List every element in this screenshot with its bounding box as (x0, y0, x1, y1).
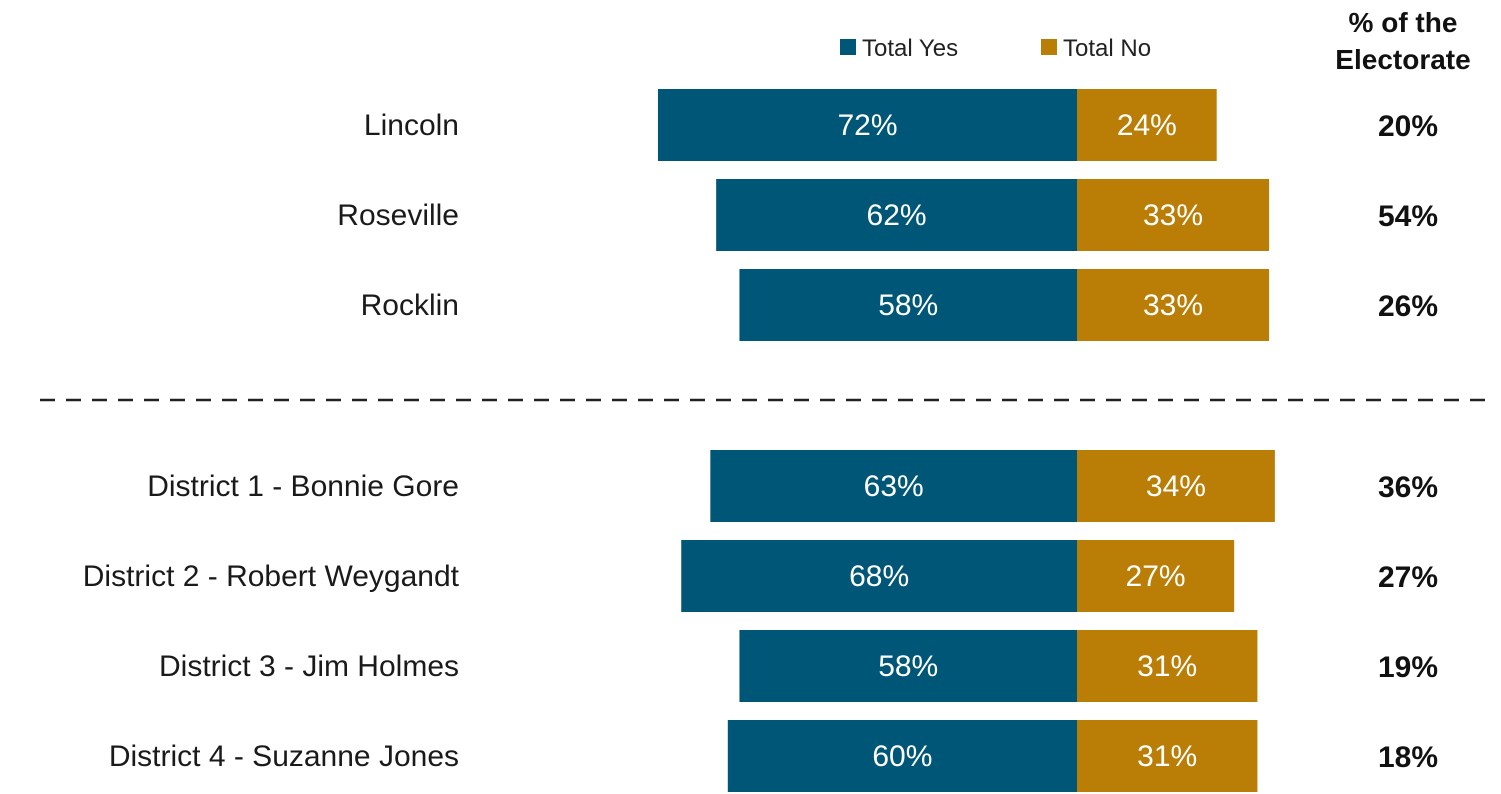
electorate-value: 19% (1378, 651, 1438, 684)
bar-total-no (1077, 540, 1235, 612)
legend-swatch-total-yes (840, 39, 856, 55)
category-label: Roseville (337, 199, 459, 232)
row-roseville: Roseville 62% 33% 54% (337, 179, 1438, 251)
row-district-3-jim-holmes: District 3 - Jim Holmes 58% 31% 19% (159, 630, 1438, 702)
row-rocklin: Rocklin 58% 33% 26% (361, 269, 1438, 341)
data-label-total-yes: 63% (864, 470, 924, 503)
legend-label-total-yes: Total Yes (862, 35, 958, 62)
category-label: Rocklin (361, 289, 459, 322)
data-label-total-yes: 72% (837, 109, 897, 142)
category-label: District 4 - Suzanne Jones (109, 740, 459, 773)
data-label-total-no: 24% (1117, 109, 1177, 142)
category-label: District 2 - Robert Weygandt (83, 560, 460, 593)
electorate-value: 26% (1378, 290, 1438, 323)
bar-total-yes (727, 720, 1077, 792)
data-label-total-no: 34% (1146, 470, 1206, 503)
bar-total-no (1077, 720, 1258, 792)
data-label-total-yes: 60% (872, 740, 932, 773)
electorate-value: 54% (1378, 200, 1438, 233)
bar-total-yes (657, 89, 1077, 161)
data-label-total-no: 27% (1126, 560, 1186, 593)
data-label-total-yes: 62% (867, 199, 927, 232)
legend-label-total-no: Total No (1063, 35, 1151, 62)
legend: Total Yes Total No (840, 35, 1151, 62)
data-label-total-no: 33% (1143, 199, 1203, 232)
category-label: District 3 - Jim Holmes (159, 650, 459, 683)
electorate-value: 27% (1378, 561, 1438, 594)
bar-total-yes (681, 540, 1077, 612)
chart-rows: Lincoln 72% 24% 20% Roseville 62% 33% 54% Rockli… (83, 89, 1438, 792)
row-district-1-bonnie-gore: District 1 - Bonnie Gore 63% 34% 36% (147, 450, 1438, 522)
electorate-header-line1: % of the (1349, 7, 1458, 38)
category-label: Lincoln (364, 109, 459, 142)
data-label-total-no: 31% (1137, 650, 1197, 683)
bar-total-no (1077, 630, 1258, 702)
data-label-total-yes: 58% (878, 650, 938, 683)
electorate-value: 18% (1378, 741, 1438, 774)
bar-total-yes (710, 450, 1077, 522)
row-district-4-suzanne-jones: District 4 - Suzanne Jones 60% 31% 18% (109, 720, 1438, 792)
bar-total-no (1077, 89, 1217, 161)
bar-total-no (1077, 269, 1270, 341)
data-label-total-no: 31% (1137, 740, 1197, 773)
bar-total-no (1077, 450, 1275, 522)
data-label-total-no: 33% (1143, 289, 1203, 322)
bar-total-yes (739, 269, 1077, 341)
row-district-2-robert-weygandt: District 2 - Robert Weygandt 68% 27% 27% (83, 540, 1438, 612)
legend-swatch-total-no (1041, 39, 1057, 55)
electorate-value: 20% (1378, 110, 1438, 143)
bar-total-yes (716, 179, 1077, 251)
electorate-header-line2: Electorate (1335, 44, 1470, 75)
category-label: District 1 - Bonnie Gore (147, 470, 459, 503)
bar-total-no (1077, 179, 1270, 251)
row-lincoln: Lincoln 72% 24% 20% (364, 89, 1438, 161)
electorate-value: 36% (1378, 471, 1438, 504)
data-label-total-yes: 58% (878, 289, 938, 322)
bar-total-yes (739, 630, 1077, 702)
electorate-header: % of the Electorate (1335, 7, 1470, 75)
data-label-total-yes: 68% (849, 560, 909, 593)
